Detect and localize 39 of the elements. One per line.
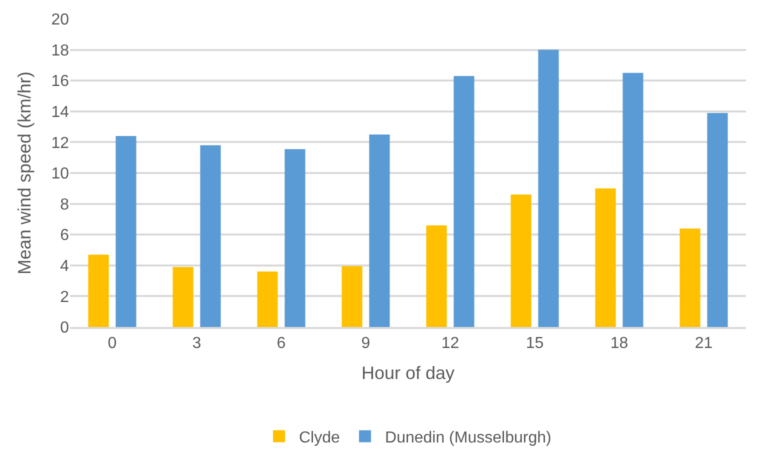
legend-label: Clyde — [299, 430, 340, 447]
bar — [116, 136, 136, 327]
x-tick-label: 9 — [361, 335, 370, 352]
y-tick-label: 4 — [60, 258, 70, 275]
bar — [538, 50, 559, 327]
bar — [369, 134, 390, 327]
x-tick-label: 3 — [192, 335, 202, 352]
bar — [426, 225, 447, 327]
bar — [707, 112, 728, 327]
legend-label: Dunedin (Musselburgh) — [385, 430, 552, 447]
bar — [454, 76, 474, 327]
y-tick-label: 6 — [60, 227, 70, 244]
y-axis-title: Mean wind speed (km/hr) — [14, 71, 34, 275]
y-tick-label: 10 — [51, 166, 70, 183]
x-tick-label: 18 — [610, 335, 628, 352]
x-tick-label: 12 — [441, 335, 460, 352]
y-tick-label: 12 — [51, 134, 70, 152]
bar — [284, 149, 306, 327]
x-tick-label: 0 — [108, 335, 117, 352]
bar — [342, 266, 362, 327]
bar — [510, 194, 532, 327]
bar — [88, 254, 109, 327]
bar — [622, 72, 644, 327]
x-tick-label: 6 — [276, 335, 286, 352]
x-tick-label: 21 — [694, 335, 713, 352]
y-tick-label: 8 — [60, 196, 70, 214]
y-tick-label: 18 — [51, 42, 70, 60]
y-tick-label: 14 — [51, 104, 70, 121]
x-axis-title: Hour of day — [361, 362, 455, 383]
x-tick-label: 15 — [526, 335, 544, 352]
y-tick-label: 2 — [60, 288, 70, 306]
bar — [595, 188, 616, 327]
y-tick-label: 20 — [51, 12, 70, 29]
bar — [172, 266, 194, 327]
bar — [257, 272, 278, 327]
y-tick-label: 0 — [60, 320, 70, 337]
bar — [200, 145, 221, 327]
y-tick-label: 16 — [51, 73, 70, 90]
bar — [680, 228, 700, 327]
